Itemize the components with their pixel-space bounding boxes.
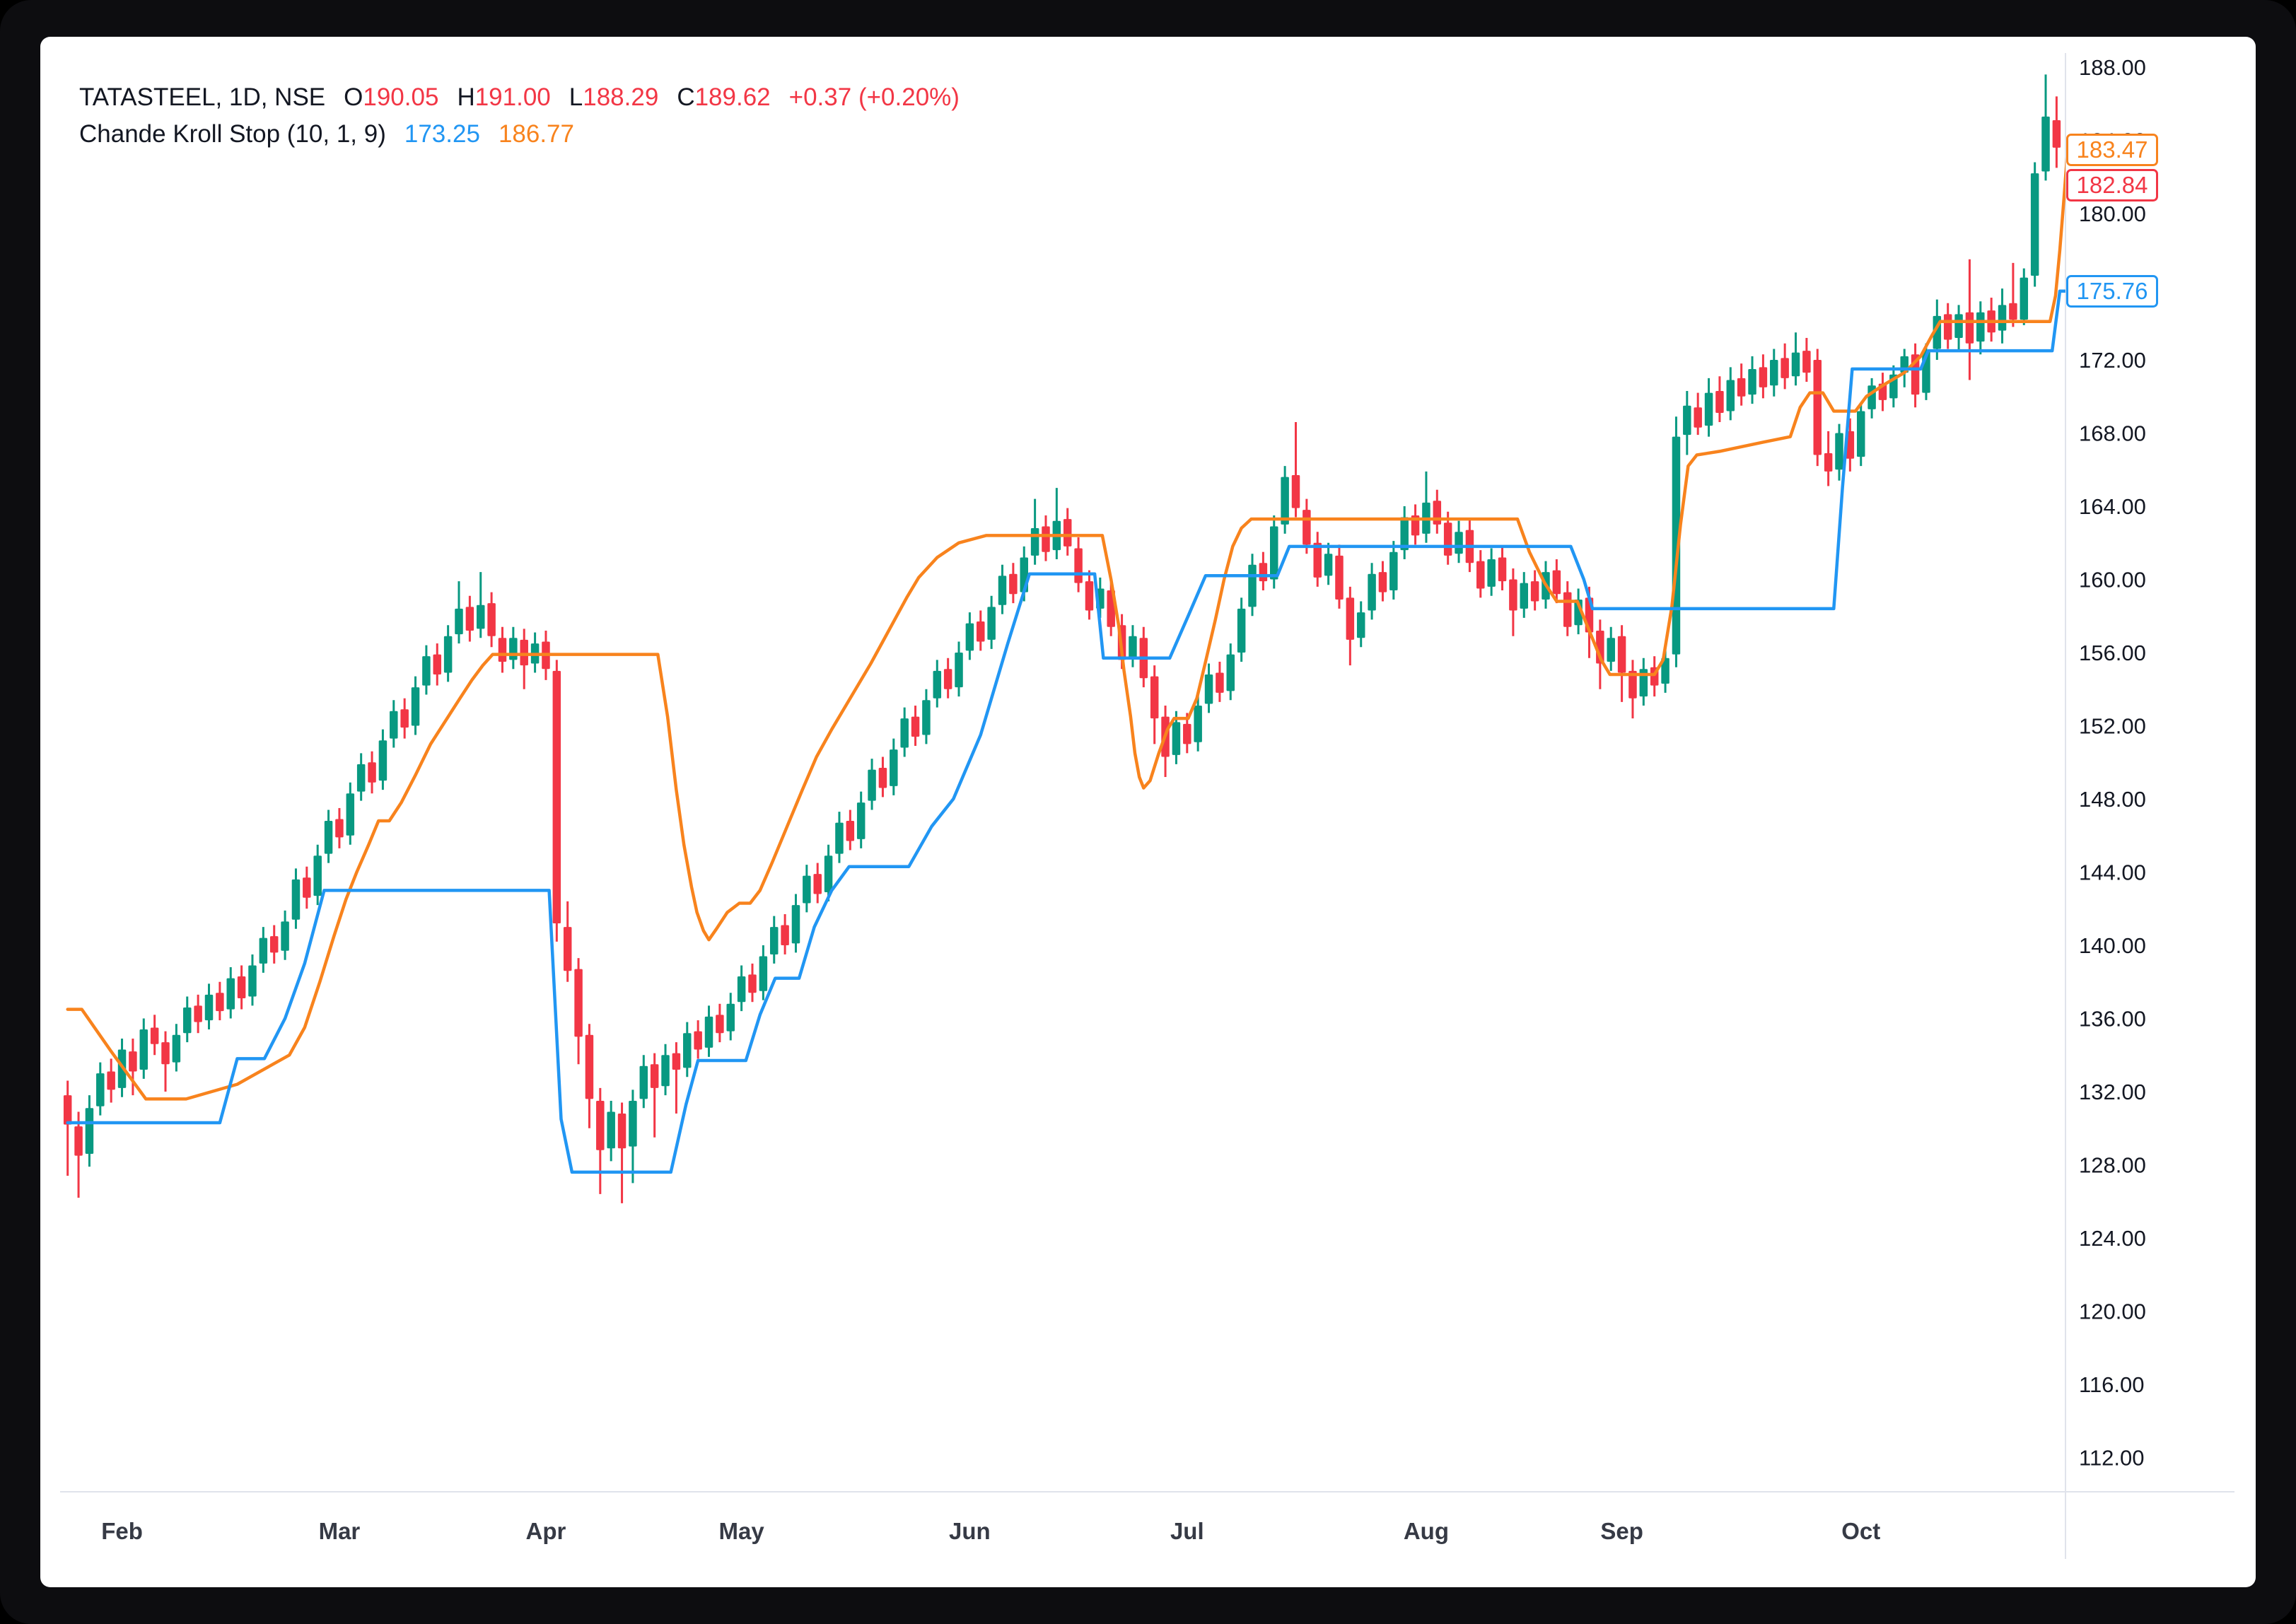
svg-text:Feb: Feb [101, 1518, 143, 1544]
plot-area[interactable] [63, 74, 2068, 1203]
svg-text:Sep: Sep [1600, 1518, 1643, 1544]
svg-text:140.00: 140.00 [2079, 933, 2146, 958]
svg-text:Aug: Aug [1404, 1518, 1449, 1544]
svg-text:May: May [719, 1518, 765, 1544]
svg-text:168.00: 168.00 [2079, 421, 2146, 446]
ohlc-high: H191.00 [457, 83, 551, 111]
price-label-upper-stop: 183.47 [2066, 134, 2158, 167]
ohlc-low: L188.29 [569, 83, 659, 111]
indicator-value-upper: 186.77 [498, 120, 574, 148]
svg-text:164.00: 164.00 [2079, 494, 2146, 519]
price-label-lower-stop: 175.76 [2066, 274, 2158, 308]
svg-text:148.00: 148.00 [2079, 787, 2146, 812]
svg-text:120.00: 120.00 [2079, 1299, 2146, 1324]
chart-legend: TATASTEEL, 1D, NSE O190.05 H191.00 L188.… [79, 79, 960, 153]
svg-text:112.00: 112.00 [2079, 1446, 2145, 1471]
svg-text:Jun: Jun [949, 1518, 991, 1544]
svg-text:136.00: 136.00 [2079, 1007, 2146, 1032]
svg-text:188.00: 188.00 [2079, 55, 2146, 80]
candles [63, 74, 2061, 1203]
svg-text:Apr: Apr [526, 1518, 566, 1544]
svg-text:180.00: 180.00 [2079, 201, 2146, 226]
svg-text:132.00: 132.00 [2079, 1080, 2146, 1104]
indicator-legend-row[interactable]: Chande Kroll Stop (10, 1, 9) 173.25 186.… [79, 116, 960, 153]
svg-text:Jul: Jul [1170, 1518, 1204, 1544]
svg-text:116.00: 116.00 [2079, 1372, 2145, 1397]
symbol-legend-row[interactable]: TATASTEEL, 1D, NSE O190.05 H191.00 L188.… [79, 79, 960, 116]
svg-text:172.00: 172.00 [2079, 348, 2146, 373]
chande-kroll-stop-upper-line [66, 156, 2065, 1101]
indicator-title: Chande Kroll Stop (10, 1, 9) [79, 120, 386, 148]
price-change: +0.37 (+0.20%) [788, 83, 960, 111]
ohlc-close: C189.62 [677, 83, 771, 111]
axis-separators [60, 53, 2234, 1559]
price-label-last-price: 182.84 [2066, 169, 2158, 202]
symbol-title: TATASTEEL, 1D, NSE [79, 83, 326, 111]
chande-kroll-stop-lower-line [66, 289, 2065, 1174]
svg-text:124.00: 124.00 [2079, 1226, 2146, 1251]
svg-text:152.00: 152.00 [2079, 714, 2146, 739]
time-axis[interactable]: Feb Mar Apr May Jun Jul Aug Sep Oct [101, 1518, 1880, 1544]
chart-panel [40, 37, 2256, 1587]
indicator-value-lower: 173.25 [404, 120, 480, 148]
svg-text:128.00: 128.00 [2079, 1153, 2146, 1178]
svg-text:160.00: 160.00 [2079, 568, 2146, 592]
price-axis[interactable]: 188.00184.00180.00176.00172.00168.00164.… [2079, 55, 2146, 1471]
svg-text:156.00: 156.00 [2079, 641, 2146, 665]
svg-text:144.00: 144.00 [2079, 860, 2146, 885]
ohlc-open: O190.05 [344, 83, 439, 111]
svg-text:Mar: Mar [319, 1518, 361, 1544]
svg-text:Oct: Oct [1841, 1518, 1880, 1544]
